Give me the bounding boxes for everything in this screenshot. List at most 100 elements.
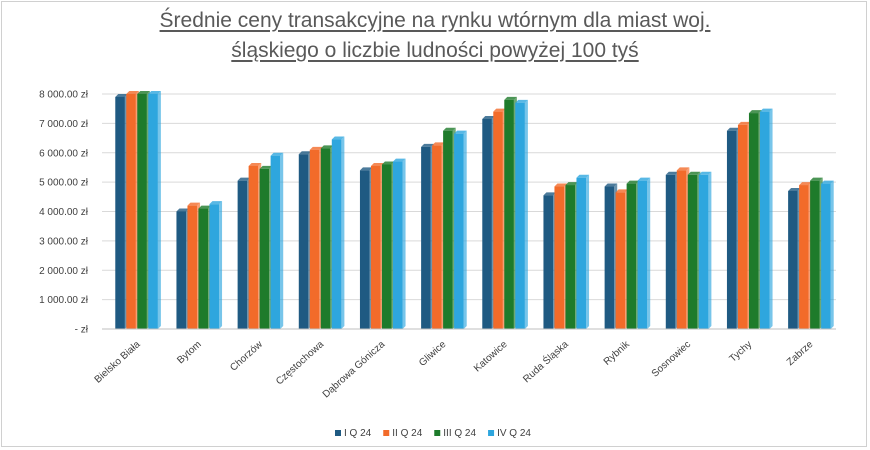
bar-top bbox=[604, 183, 618, 187]
bar-front bbox=[320, 148, 331, 329]
bar-2 bbox=[187, 202, 201, 329]
bar-2 bbox=[309, 146, 323, 329]
bar-front bbox=[821, 183, 831, 329]
bar-top bbox=[482, 115, 495, 119]
bar-front bbox=[270, 155, 281, 329]
bar-front bbox=[359, 170, 370, 329]
bar-3 bbox=[320, 145, 334, 329]
bar-top bbox=[788, 187, 801, 191]
y-tick-label: 4 000.00 zł bbox=[39, 207, 89, 218]
bar-front bbox=[759, 111, 770, 329]
bar-3 bbox=[626, 180, 640, 329]
bar-top bbox=[432, 142, 445, 146]
bar-front bbox=[810, 180, 820, 329]
bar-1 bbox=[359, 167, 373, 329]
bar-front bbox=[443, 130, 453, 329]
bar-top bbox=[259, 165, 273, 169]
x-category-label: Dąbrowa Gónicza bbox=[321, 339, 388, 401]
x-category-label: Bytom bbox=[175, 339, 203, 366]
bar-side bbox=[524, 99, 528, 329]
y-tick-label: 8 000.00 zł bbox=[39, 90, 89, 101]
bar-front bbox=[482, 118, 492, 329]
bar-top bbox=[626, 180, 640, 184]
bar-side bbox=[769, 108, 773, 329]
bar-side bbox=[463, 130, 467, 329]
bar-2 bbox=[370, 162, 384, 329]
gridlines bbox=[102, 93, 836, 301]
bar-front bbox=[381, 164, 392, 329]
bar-4 bbox=[392, 158, 406, 329]
bar-front bbox=[454, 133, 464, 329]
chart-title-line-1: Średnie ceny transakcyjne na rynku wtórn… bbox=[159, 9, 711, 32]
bar-front bbox=[209, 204, 220, 329]
bar-3 bbox=[137, 91, 150, 329]
x-category-label: Katowice bbox=[472, 339, 510, 375]
bar-1 bbox=[298, 151, 312, 329]
bar-top bbox=[187, 202, 201, 206]
bar-top bbox=[392, 158, 406, 162]
bar-4 bbox=[698, 171, 712, 329]
bar-front bbox=[576, 177, 587, 329]
bar-1 bbox=[665, 171, 679, 329]
bar-top bbox=[615, 189, 629, 193]
bar-1 bbox=[604, 183, 618, 329]
bar-top bbox=[137, 91, 150, 94]
bar-top bbox=[821, 180, 834, 184]
bar-top bbox=[381, 161, 395, 165]
bar-top bbox=[359, 167, 373, 171]
bar-side bbox=[157, 91, 161, 329]
x-category-label: Tychy bbox=[727, 339, 754, 365]
legend-label: II Q 24 bbox=[392, 428, 422, 439]
bar-front bbox=[799, 185, 809, 329]
bar-front bbox=[237, 180, 248, 329]
legend: I Q 24 II Q 24 III Q 24 IV Q 24 bbox=[335, 428, 531, 439]
bar-2 bbox=[432, 142, 445, 329]
x-category-label: Ruda Śląska bbox=[520, 337, 571, 385]
bar-side bbox=[219, 201, 223, 329]
bar-top bbox=[810, 177, 823, 181]
bar-1 bbox=[482, 115, 495, 329]
bar-top bbox=[320, 145, 334, 149]
bar-top bbox=[637, 177, 651, 181]
bar-front bbox=[309, 149, 320, 329]
legend-item: II Q 24 bbox=[383, 428, 423, 439]
chart-title-line-2: śląskiego o liczbie ludności powyżej 100… bbox=[231, 39, 639, 62]
bar-front bbox=[493, 111, 503, 329]
bar-top bbox=[748, 110, 762, 114]
x-category-label: Zabrze bbox=[785, 339, 816, 368]
legend-swatch bbox=[434, 430, 441, 436]
bar-front bbox=[543, 195, 554, 329]
bar-3 bbox=[381, 161, 395, 329]
bar-front bbox=[198, 208, 209, 329]
bar-top bbox=[198, 205, 212, 209]
bar-front bbox=[370, 165, 381, 329]
bar-2 bbox=[615, 189, 629, 329]
bar-front bbox=[676, 170, 687, 329]
bar-3 bbox=[810, 177, 823, 329]
bar-side bbox=[708, 171, 712, 329]
bar-top bbox=[737, 121, 751, 125]
bar-side bbox=[830, 180, 834, 329]
bar-4 bbox=[270, 152, 284, 329]
y-tick-label: - zł bbox=[75, 325, 89, 336]
bar-4 bbox=[209, 201, 223, 329]
bar-top bbox=[676, 167, 690, 171]
bar-4 bbox=[148, 91, 161, 329]
y-tick-label: 2 000.00 zł bbox=[39, 266, 89, 277]
bar-top bbox=[148, 91, 161, 94]
bar-3 bbox=[198, 205, 212, 329]
x-category-label: Sosnowiec bbox=[650, 339, 693, 380]
x-category-label: Rybnik bbox=[602, 338, 633, 367]
bar-2 bbox=[676, 167, 690, 329]
bar-front bbox=[148, 94, 158, 329]
y-tick-label: 6 000.00 zł bbox=[39, 148, 89, 159]
legend-item: III Q 24 bbox=[434, 428, 476, 439]
bar-front bbox=[554, 186, 565, 329]
bar-front bbox=[687, 174, 698, 329]
x-category-label: Gliwice bbox=[417, 339, 449, 369]
bar-4 bbox=[637, 177, 651, 329]
bar-front bbox=[259, 168, 270, 329]
bar-top bbox=[176, 208, 190, 212]
bar-front bbox=[248, 165, 259, 329]
